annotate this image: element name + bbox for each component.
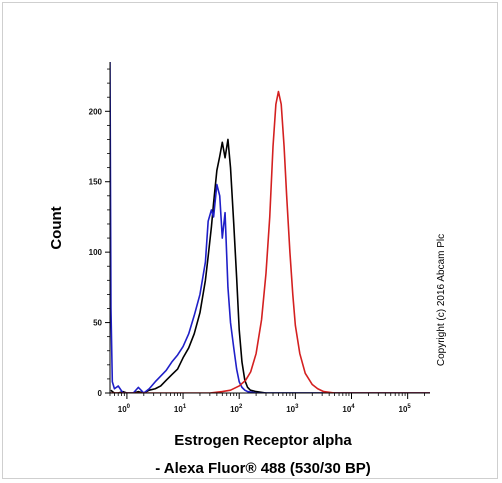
x-tick-exponent: 2: [239, 404, 243, 410]
x-tick-label-4: 104: [342, 404, 355, 414]
y-tick-label-2: 100: [89, 248, 103, 257]
y-tick-label-1: 50: [93, 319, 102, 328]
y-tick-label-3: 150: [89, 178, 103, 187]
series-line-2: [110, 90, 430, 393]
chart-frame: [2, 2, 498, 479]
x-tick-label-3: 103: [286, 404, 299, 414]
y-tick-label-0: 0: [98, 389, 103, 398]
x-tick-label-1: 101: [174, 404, 187, 414]
x-tick-exponent: 3: [295, 404, 299, 410]
x-axis-title: Estrogen Receptor alpha: [174, 432, 352, 449]
copyright-notice: Copyright (c) 2016 Abcam Plc: [436, 234, 447, 366]
series-line-1: [110, 62, 430, 393]
x-tick-label-5: 105: [399, 404, 412, 414]
x-tick-label-2: 102: [230, 404, 243, 414]
x-tick-base: 10: [399, 405, 408, 414]
series-layer: [110, 62, 430, 393]
x-tick-exponent: 5: [407, 404, 411, 410]
x-tick-base: 10: [174, 405, 183, 414]
x-axis-title-line2: - Alexa Fluor® 488 (530/30 BP): [155, 460, 371, 477]
x-tick-base: 10: [118, 405, 127, 414]
x-tick-base: 10: [286, 405, 295, 414]
y-tick-label-4: 200: [89, 107, 103, 116]
y-axis-title: Count: [48, 206, 65, 249]
x-tick-base: 10: [230, 405, 239, 414]
x-tick-exponent: 1: [183, 404, 187, 410]
series-line-0: [110, 138, 430, 393]
x-tick-exponent: 0: [127, 404, 131, 410]
x-tick-exponent: 4: [351, 404, 355, 410]
x-tick-label-0: 100: [118, 404, 131, 414]
x-tick-base: 10: [342, 405, 351, 414]
